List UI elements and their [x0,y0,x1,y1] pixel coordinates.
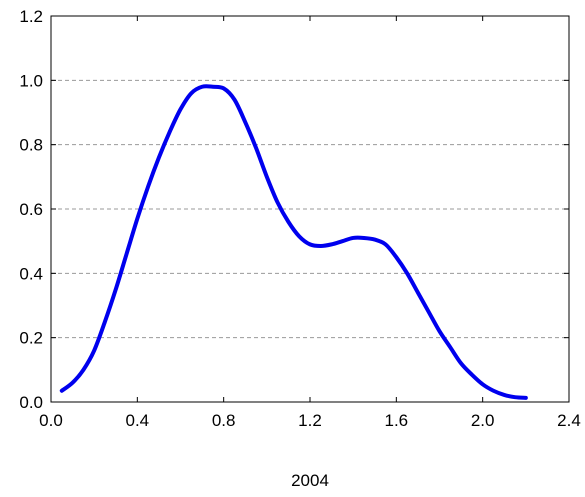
x-tick-label: 0.8 [212,411,236,430]
series-layer [59,84,528,400]
x-tick-label: 2.0 [471,411,495,430]
y-tick-label: 1.2 [19,7,43,26]
x-tick-label: 1.6 [385,411,409,430]
y-axis: 0.0 0.2 0.4 0.6 0.8 1.0 1.2 [19,7,569,412]
x-tick-label: 2.4 [557,411,581,430]
x-tick-label: 0.4 [126,411,150,430]
y-tick-label: 0.6 [19,200,43,219]
gridlines [51,79,569,339]
x-tick-label: 0.0 [39,411,63,430]
y-tick-label: 0.2 [19,329,43,348]
x-axis-label: 2004 [291,471,329,490]
series-line [59,84,528,400]
y-tick-label: 1.0 [19,71,43,90]
y-tick-label: 0.8 [19,136,43,155]
x-axis: 0.0 0.4 0.8 1.2 1.6 2.0 2.4 [39,16,581,430]
y-tick-label: 0.0 [19,393,43,412]
y-tick-label: 0.4 [19,264,43,283]
x-tick-label: 1.2 [298,411,322,430]
